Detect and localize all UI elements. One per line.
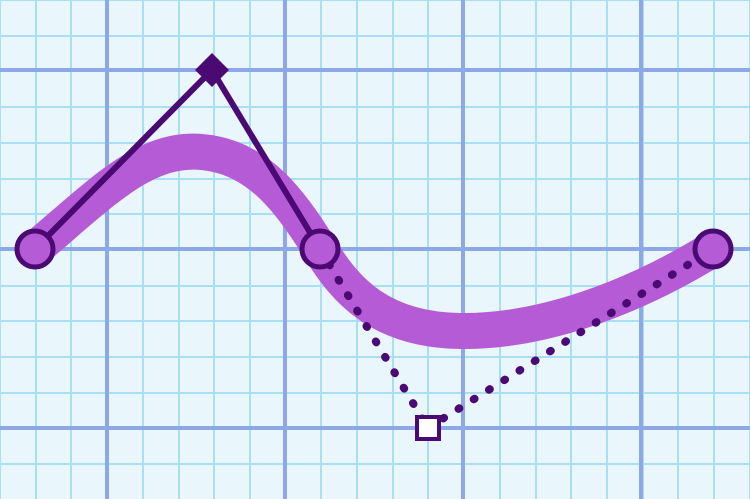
square-handle-icon[interactable]: [415, 415, 441, 441]
dotted-handle-line-left: [316, 245, 432, 432]
solid-handle-line-right: [209, 67, 323, 252]
solid-handle-line-left: [32, 67, 215, 252]
dotted-handle-line-right: [424, 245, 717, 432]
anchor-point-icon[interactable]: [692, 228, 734, 270]
anchor-point-icon[interactable]: [299, 228, 341, 270]
anchor-point-icon[interactable]: [14, 228, 56, 270]
diamond-handle-icon[interactable]: [195, 53, 229, 87]
